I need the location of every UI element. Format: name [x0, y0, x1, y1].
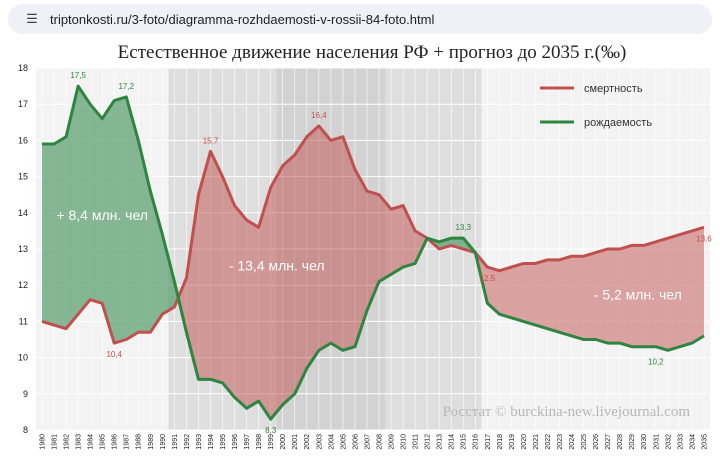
x-tick-label: 2008 — [376, 434, 383, 450]
data-label: 17,5 — [70, 71, 86, 80]
x-tick-label: 2009 — [389, 434, 396, 450]
x-tick-label: 2029 — [629, 434, 636, 450]
x-tick-label: 2031 — [653, 434, 660, 450]
legend: смертность рождаемость — [540, 83, 652, 129]
y-tick-label: 14 — [18, 208, 28, 218]
data-label: 17,2 — [118, 82, 134, 91]
x-tick-label: 1981 — [52, 434, 59, 450]
x-tick-label: 2004 — [328, 434, 335, 450]
birthrate-line — [42, 84, 705, 421]
data-label: 12,5 — [480, 274, 496, 283]
x-tick-label: 2019 — [509, 434, 516, 450]
annotation-label: + 8,4 млн. чел — [56, 207, 148, 223]
annotation-label: - 5,2 млн. чел — [594, 287, 682, 303]
x-tick-label: 2027 — [605, 434, 612, 450]
data-label: 8,3 — [265, 426, 277, 435]
x-tick-label: 2017 — [485, 434, 492, 450]
x-tick-label: 2003 — [316, 434, 323, 450]
address-url[interactable]: triptonkosti.ru/3-foto/diagramma-rozhdae… — [50, 11, 435, 27]
x-tick-label: 2021 — [533, 434, 540, 450]
x-tick-label: 1999 — [268, 434, 275, 450]
y-tick-label: 15 — [18, 172, 28, 182]
x-tick-label: 2001 — [292, 434, 299, 450]
data-label: 16,4 — [311, 111, 327, 120]
y-tick-label: 8 — [23, 425, 28, 435]
legend-label: смертность — [584, 83, 643, 95]
x-tick-label: 2034 — [689, 434, 696, 450]
y-tick-label: 18 — [18, 63, 28, 73]
data-labels: 17,5 17,2 10,4 15,7 16,4 8,3 13,3 12,5 13,6 10,2 +… — [56, 71, 712, 435]
x-tick-label: 1986 — [112, 434, 119, 450]
x-tick-label: 1980 — [39, 434, 46, 450]
data-label: 10,2 — [648, 357, 664, 366]
x-tick-label: 1988 — [136, 434, 143, 450]
x-tick-label: 2024 — [569, 434, 576, 450]
data-label: 10,4 — [106, 350, 122, 359]
x-tick-label: 2000 — [280, 434, 287, 450]
x-tick-label: 2013 — [437, 434, 444, 450]
legend-label: рождаемость — [584, 117, 652, 129]
x-tick-label: 2006 — [352, 434, 359, 450]
x-tick-label: 2023 — [557, 434, 564, 450]
x-tick-label: 2030 — [641, 434, 648, 450]
x-tick-label: 2026 — [593, 434, 600, 450]
x-tick-label: 2032 — [665, 434, 672, 450]
x-tick-label: 2016 — [473, 434, 480, 450]
x-tick-label: 2028 — [617, 434, 624, 450]
natural-decrease-area — [475, 227, 704, 351]
y-tick-label: 13 — [18, 244, 28, 254]
x-tick-label: 2011 — [413, 434, 420, 449]
y-tick-label: 10 — [18, 353, 28, 363]
x-tick-label: 2002 — [304, 434, 311, 450]
series-lines — [41, 84, 705, 421]
chart-title: Естественное движение населения РФ + про… — [118, 42, 627, 63]
annotation-label: - 13,4 млн. чел — [229, 258, 325, 274]
natural-increase-area — [42, 86, 179, 344]
x-tick-label: 1994 — [208, 434, 215, 450]
x-tick-label: 1998 — [256, 434, 263, 450]
x-tick-label: 1992 — [184, 434, 191, 450]
x-tick-label: 2010 — [401, 434, 408, 450]
x-tick-label: 1983 — [76, 434, 83, 450]
x-tick-label: 2007 — [364, 434, 371, 450]
x-tick-label: 2012 — [425, 434, 432, 450]
x-tick-label: 1985 — [100, 434, 107, 450]
x-tick-label: 1997 — [244, 434, 251, 450]
data-label: 13,6 — [696, 234, 712, 243]
y-tick-label: 16 — [18, 135, 28, 145]
x-tick-label: 2033 — [677, 434, 684, 450]
x-tick-label: 2005 — [340, 434, 347, 450]
x-tick-label: 2015 — [461, 434, 468, 450]
x-tick-label: 2025 — [581, 434, 588, 450]
chart: 17,5 17,2 10,4 15,7 16,4 8,3 13,3 12,5 13,6 10,2 +… — [18, 42, 712, 450]
x-tick-label: 2018 — [497, 434, 504, 450]
watermark: Росстат © burckina-new.livejournal.com — [443, 404, 691, 420]
x-tick-label: 2022 — [545, 434, 552, 450]
x-tick-label: 2014 — [449, 434, 456, 450]
x-tick-label: 1987 — [124, 434, 131, 450]
x-tick-label: 1995 — [220, 434, 227, 450]
x-tick-label: 1982 — [64, 434, 71, 450]
x-tick-label: 1984 — [88, 434, 95, 450]
x-tick-label: 2035 — [701, 434, 708, 450]
x-tick-label: 2020 — [521, 434, 528, 450]
y-tick-label: 12 — [18, 280, 28, 290]
y-tick-label: 17 — [18, 99, 28, 109]
x-tick-label: 1990 — [160, 434, 167, 450]
tick-labels: 8 9 10 11 12 13 14 15 16 17 18 1980 1981 1982 1983 1984… — [18, 63, 708, 450]
x-tick-label: 1989 — [148, 434, 155, 450]
y-tick-label: 9 — [23, 389, 28, 399]
natural-decrease-area — [178, 125, 428, 420]
x-tick-label: 1993 — [196, 434, 203, 450]
address-bar[interactable]: ☰ triptonkosti.ru/3-foto/diagramma-rozhd… — [8, 4, 712, 34]
site-settings-icon[interactable]: ☰ — [26, 11, 38, 26]
x-tick-label: 1991 — [172, 434, 179, 450]
mortality-line — [41, 124, 705, 345]
area-fills — [42, 86, 704, 420]
y-tick-label: 11 — [19, 316, 28, 326]
x-tick-label: 1996 — [232, 434, 239, 450]
data-label: 13,3 — [455, 223, 471, 232]
data-label: 15,7 — [203, 136, 219, 145]
